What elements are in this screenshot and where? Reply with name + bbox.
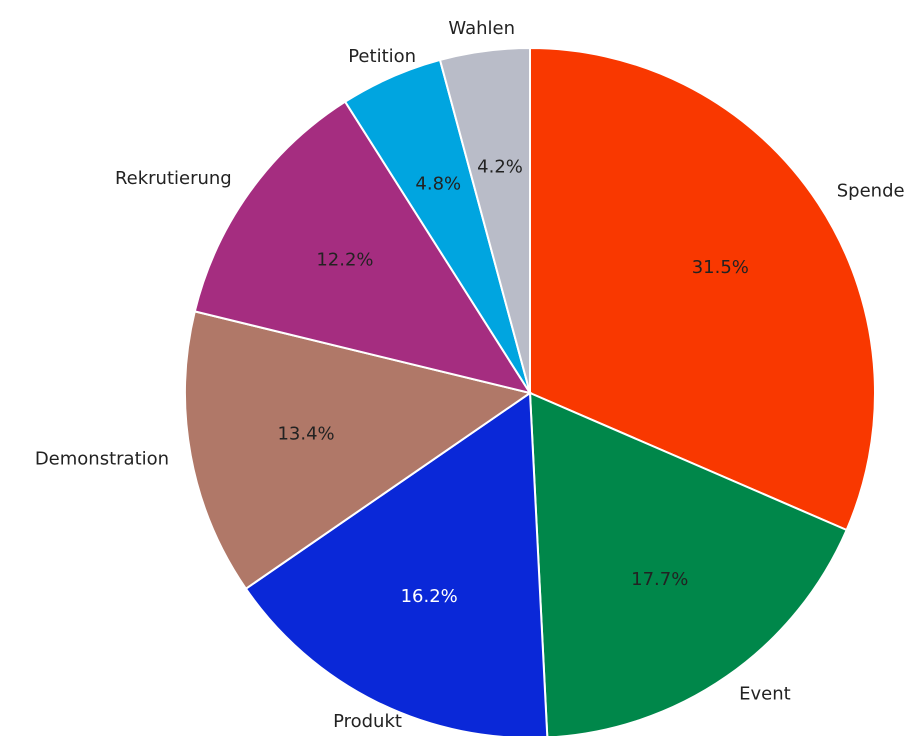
value-label: 16.2% (401, 586, 458, 607)
category-label: Produkt (333, 711, 402, 732)
value-label: 4.2% (477, 156, 523, 177)
category-label: Rekrutierung (115, 168, 232, 189)
pie-slice (529, 46, 876, 532)
pie-slice (244, 391, 549, 736)
pie-slice (528, 391, 848, 736)
category-label: Demonstration (35, 449, 169, 470)
pie-slice (438, 46, 531, 394)
value-label: 31.5% (692, 257, 749, 278)
value-label: 17.7% (631, 569, 688, 590)
category-label: Event (739, 684, 791, 705)
category-label: Petition (348, 46, 416, 67)
value-label: 12.2% (316, 249, 373, 270)
pie-slice (184, 310, 533, 591)
category-label: Wahlen (448, 18, 515, 39)
category-label: Spende (837, 181, 905, 202)
value-label: 13.4% (277, 423, 334, 444)
value-label: 4.8% (415, 174, 461, 195)
pie-slice (193, 100, 533, 395)
